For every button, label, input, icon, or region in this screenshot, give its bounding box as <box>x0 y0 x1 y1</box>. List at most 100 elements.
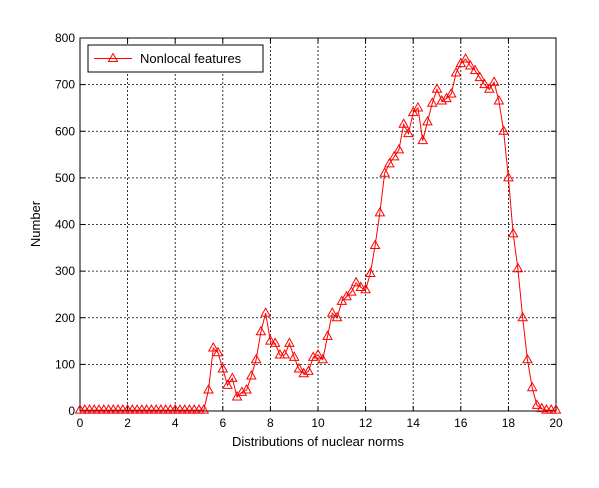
data-point-marker <box>436 94 448 105</box>
data-point-marker <box>474 71 486 82</box>
data-point-marker <box>426 97 438 107</box>
data-point-marker <box>236 386 248 396</box>
data-point-marker <box>388 150 400 161</box>
data-point-marker <box>407 106 419 117</box>
data-point-marker <box>255 325 267 336</box>
data-point-marker <box>355 281 367 291</box>
legend-label-nonlocal-features: Nonlocal features <box>140 51 242 66</box>
data-point-marker <box>450 66 462 77</box>
x-tick-label: 10 <box>311 416 325 430</box>
data-point-marker <box>517 311 529 322</box>
data-point-marker <box>326 307 338 317</box>
data-point-marker <box>317 353 329 364</box>
data-point-marker <box>522 353 533 364</box>
data-point-marker <box>336 295 348 305</box>
data-point-marker <box>231 390 243 401</box>
data-point-marker <box>488 76 500 86</box>
x-tick-label: 20 <box>549 416 563 430</box>
x-axis-title: Distributions of nuclear norms <box>232 434 404 449</box>
data-point-marker <box>331 311 343 322</box>
legend-triangle-marker <box>107 52 119 62</box>
data-point-marker <box>536 402 548 413</box>
data-point-marker <box>312 349 324 359</box>
data-point-marker <box>460 52 471 63</box>
y-tick-label: 700 <box>55 78 75 92</box>
data-point-marker <box>512 262 524 273</box>
data-point-marker <box>384 157 395 168</box>
data-point-marker <box>246 370 257 380</box>
data-point-marker <box>412 101 424 112</box>
data-point-marker <box>441 92 452 103</box>
y-tick-label: 0 <box>68 404 75 418</box>
data-point-marker <box>307 351 319 361</box>
data-point-marker <box>198 404 210 414</box>
data-point-marker <box>350 276 362 287</box>
data-point-marker <box>493 94 505 105</box>
data-point-marker <box>260 307 271 317</box>
data-point-marker <box>222 379 233 389</box>
x-tick-label: 8 <box>267 416 274 430</box>
data-point-marker <box>484 83 495 93</box>
data-point-marker <box>365 267 376 277</box>
data-point-marker <box>374 206 386 217</box>
data-point-marker <box>217 363 229 373</box>
data-point-marker <box>269 337 281 347</box>
data-point-marker <box>531 399 543 409</box>
legend: Nonlocal features <box>87 44 264 73</box>
x-tick-label: 6 <box>219 416 226 430</box>
data-point-marker <box>417 134 429 145</box>
data-point-marker <box>241 383 252 394</box>
data-point-marker <box>298 367 310 378</box>
data-point-marker <box>293 363 305 373</box>
data-point-marker <box>445 87 457 98</box>
data-point-marker <box>379 167 390 177</box>
y-tick-label: 200 <box>55 311 75 325</box>
data-point-marker <box>265 335 276 345</box>
series-layer <box>74 52 562 414</box>
x-tick-label: 0 <box>77 416 84 430</box>
data-point-marker <box>464 59 476 70</box>
y-tick-label: 100 <box>55 357 75 371</box>
data-point-marker <box>250 353 262 364</box>
data-point-marker <box>303 365 314 375</box>
data-point-marker <box>507 227 519 238</box>
data-point-marker <box>322 330 333 340</box>
data-point-marker <box>288 351 300 361</box>
data-point-marker <box>279 349 291 359</box>
data-point-marker <box>226 372 238 382</box>
data-point-marker <box>360 283 371 294</box>
grid-lines <box>80 38 556 411</box>
x-tick-label: 2 <box>124 416 131 430</box>
y-tick-label: 300 <box>55 264 75 278</box>
data-point-marker <box>431 83 443 93</box>
data-point-marker <box>212 346 224 357</box>
y-tick-label: 400 <box>55 218 75 232</box>
data-point-marker <box>455 57 467 68</box>
x-tick-label: 14 <box>407 416 421 430</box>
y-axis-ticks: 0 100 200 300 400 500 600 700 800 <box>55 31 556 418</box>
data-point-marker <box>479 78 490 89</box>
y-tick-label: 800 <box>55 31 75 45</box>
data-point-marker <box>550 404 562 414</box>
data-point-marker <box>398 118 410 128</box>
data-point-marker <box>503 171 514 182</box>
data-point-marker <box>498 125 509 135</box>
data-point-marker <box>403 127 414 138</box>
x-tick-label: 4 <box>172 416 179 430</box>
data-point-marker <box>203 383 214 394</box>
data-point-marker <box>393 143 405 154</box>
y-axis-title: Number <box>28 200 43 247</box>
data-point-marker <box>526 381 538 392</box>
data-point-marker <box>345 286 357 296</box>
x-axis-ticks: 0 2 4 6 8 10 12 14 16 18 20 <box>77 38 563 430</box>
x-tick-label: 18 <box>502 416 516 430</box>
data-point-marker <box>284 337 295 347</box>
x-tick-label: 16 <box>454 416 468 430</box>
data-point-marker <box>422 115 433 126</box>
data-point-marker <box>369 239 381 249</box>
data-point-marker <box>469 64 481 75</box>
data-point-marker <box>207 342 219 352</box>
x-tick-label: 12 <box>359 416 373 430</box>
y-tick-label: 600 <box>55 124 75 138</box>
